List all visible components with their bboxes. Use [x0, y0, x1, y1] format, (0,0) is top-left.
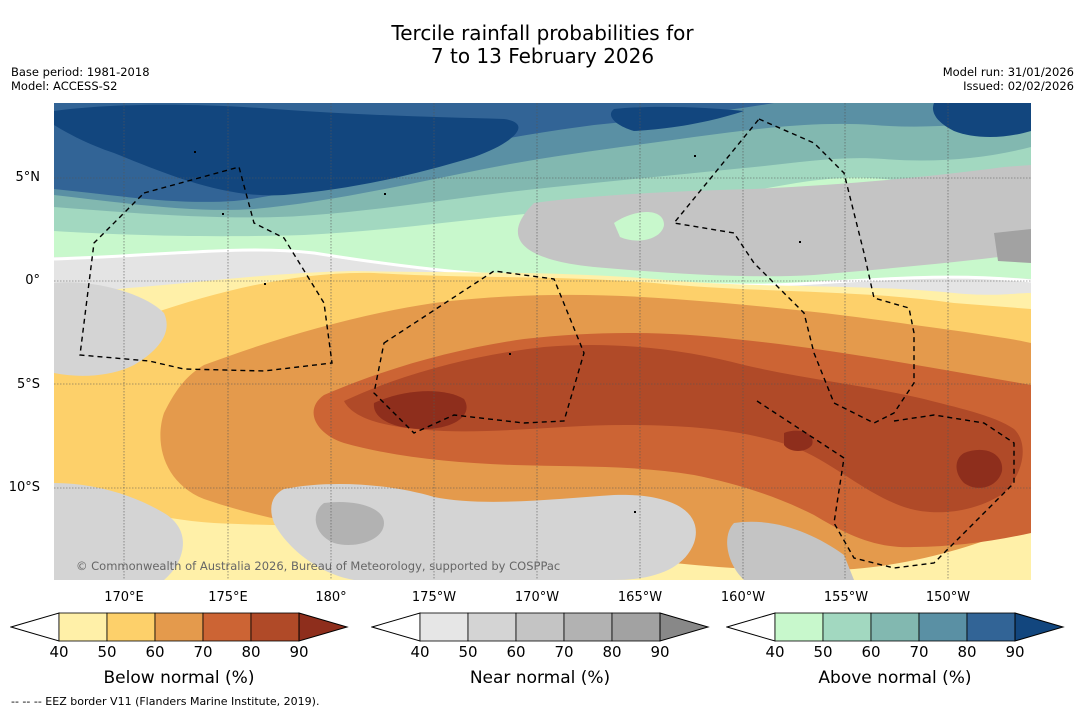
- colorbar-below-tick-60: 60: [145, 643, 165, 661]
- lon-label-155w: 155°W: [823, 590, 869, 605]
- colorbar-near-tick-40: 40: [410, 643, 430, 661]
- colorbar-above-title: Above normal (%): [818, 668, 972, 688]
- eez-borders: [79, 118, 1015, 569]
- colorbar-near-tick-70: 70: [554, 643, 574, 661]
- above-normal-region-core-2: [610, 106, 744, 131]
- graticule: [54, 103, 1031, 580]
- lon-label-165w: 165°W: [617, 590, 663, 605]
- near-normal-patch-south-west: [54, 483, 183, 580]
- colorbar-above-tick-80: 80: [957, 643, 977, 661]
- colorbar-below-title: Below normal (%): [103, 668, 255, 688]
- meta-right: Model run: 31/01/2026 Issued: 02/02/2026: [943, 65, 1074, 93]
- colorbar-near-title: Near normal (%): [469, 668, 611, 688]
- lat-label-5n: 5°N: [15, 170, 41, 185]
- colorbar-above-tick-50: 50: [813, 643, 833, 661]
- colorbar-below-tick-90: 90: [289, 643, 309, 661]
- colorbar-below-tick-50: 50: [97, 643, 117, 661]
- above-normal-region-east: [932, 103, 1031, 137]
- lon-label-170w: 170°W: [514, 590, 560, 605]
- forecast-map-svg: © Commonwealth of Australia 2026, Bureau…: [54, 103, 1031, 580]
- title-line-1: Tercile rainfall probabilities for: [391, 21, 694, 45]
- colorbar-above-tick-60: 60: [861, 643, 881, 661]
- colorbar-below-tick-70: 70: [193, 643, 213, 661]
- lon-label-180: 180°: [315, 590, 347, 605]
- lon-label-160w: 160°W: [720, 590, 766, 605]
- below-normal-region-80: [344, 345, 1023, 513]
- island-markers: [194, 151, 801, 513]
- colorbar-near-tick-90: 90: [650, 643, 670, 661]
- issued-text: Issued: 02/02/2026: [963, 79, 1074, 93]
- above-normal-region-core: [54, 104, 519, 196]
- lon-label-150w: 150°W: [925, 590, 971, 605]
- lon-label-175w: 175°W: [411, 590, 457, 605]
- colorbar-near-normal: [371, 612, 710, 642]
- colorbar-near-tick-60: 60: [506, 643, 526, 661]
- colorbar-above-tick-90: 90: [1005, 643, 1025, 661]
- eez-legend-note: -- -- -- EEZ border V11 (Flanders Marine…: [11, 695, 320, 708]
- near-normal-patch-south-east: [727, 521, 854, 580]
- near-normal-patch-south-dark: [315, 501, 384, 545]
- near-normal-patch-west: [54, 282, 167, 376]
- above-normal-island: [614, 212, 664, 241]
- model-text: Model: ACCESS-S2: [11, 79, 118, 93]
- colorbar-above-normal: [726, 612, 1065, 642]
- meta-left: Base period: 1981-2018 Model: ACCESS-S2: [11, 65, 150, 93]
- base-period-text: Base period: 1981-2018: [11, 65, 150, 79]
- lon-label-175e: 175°E: [208, 590, 248, 605]
- lat-label-0: 0°: [25, 273, 40, 288]
- map-title: Tercile rainfall probabilities for 7 to …: [0, 22, 1085, 68]
- below-normal-region-90: [373, 391, 467, 429]
- below-normal-region-90-b: [956, 449, 1003, 488]
- lon-label-170e: 170°E: [104, 590, 144, 605]
- near-normal-patch-north: [517, 165, 1031, 277]
- colorbar-below-tick-40: 40: [49, 643, 69, 661]
- below-normal-region-90-c: [784, 430, 813, 451]
- colorbar-near-tick-50: 50: [458, 643, 478, 661]
- map-attribution: © Commonwealth of Australia 2026, Bureau…: [76, 559, 560, 573]
- colorbar-below-normal: [10, 612, 349, 642]
- colorbar-near-tick-80: 80: [602, 643, 622, 661]
- title-line-2: 7 to 13 February 2026: [430, 44, 655, 68]
- lat-label-5s: 5°S: [16, 377, 40, 392]
- lat-label-10s: 10°S: [8, 480, 40, 495]
- colorbar-below-tick-80: 80: [241, 643, 261, 661]
- model-run-text: Model run: 31/01/2026: [942, 65, 1074, 79]
- forecast-map: © Commonwealth of Australia 2026, Bureau…: [54, 103, 1031, 580]
- near-normal-patch-north-dark: [994, 229, 1031, 263]
- near-normal-patch-south-central: [271, 483, 696, 580]
- colorbar-above-tick-70: 70: [909, 643, 929, 661]
- colorbar-above-tick-40: 40: [765, 643, 785, 661]
